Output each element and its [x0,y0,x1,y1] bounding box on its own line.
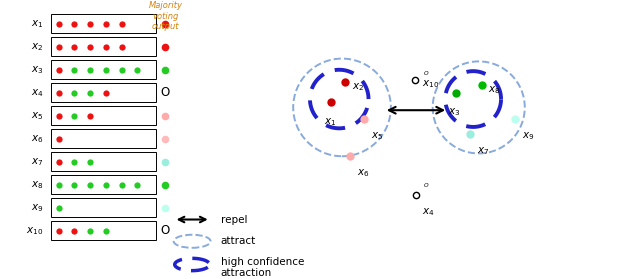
Text: $x_{5}$: $x_{5}$ [31,110,44,122]
Text: $x_{4}$: $x_{4}$ [422,206,434,218]
Text: $x_{9}$: $x_{9}$ [31,202,44,214]
Text: $x_{10}$: $x_{10}$ [422,78,438,90]
Text: O: O [161,86,170,99]
Text: $x_{2}$: $x_{2}$ [352,81,364,93]
Text: $x_{7}$: $x_{7}$ [477,145,490,157]
Text: $x_{1}$: $x_{1}$ [31,18,44,30]
FancyBboxPatch shape [51,129,156,148]
Text: $x_{5}$: $x_{5}$ [371,130,383,141]
FancyBboxPatch shape [51,37,156,56]
Text: $^{O}$: $^{O}$ [423,70,429,79]
Text: $x_{9}$: $x_{9}$ [522,130,534,141]
Text: O: O [161,224,170,237]
FancyBboxPatch shape [51,152,156,171]
Text: $x_{2}$: $x_{2}$ [31,41,44,53]
Text: attract: attract [221,236,256,246]
Text: $x_{6}$: $x_{6}$ [357,167,370,179]
Text: $x_{4}$: $x_{4}$ [31,87,44,99]
FancyBboxPatch shape [51,222,156,240]
Text: $x_{8}$: $x_{8}$ [31,179,44,191]
FancyBboxPatch shape [51,198,156,217]
FancyBboxPatch shape [51,175,156,194]
Text: $x_{10}$: $x_{10}$ [26,225,44,237]
Text: $x_{3}$: $x_{3}$ [448,106,461,118]
FancyBboxPatch shape [51,106,156,125]
Text: repel: repel [221,215,247,225]
Text: $x_{7}$: $x_{7}$ [31,156,44,168]
Text: $x_{6}$: $x_{6}$ [31,133,44,145]
FancyBboxPatch shape [51,14,156,33]
Text: $x_{1}$: $x_{1}$ [324,116,336,128]
Text: $x_{3}$: $x_{3}$ [31,64,44,76]
FancyBboxPatch shape [51,60,156,79]
FancyBboxPatch shape [51,83,156,102]
Text: high confidence
attraction: high confidence attraction [221,257,304,278]
Text: $x_{8}$: $x_{8}$ [488,84,501,95]
Text: Majority
voting
output: Majority voting output [148,1,182,31]
Text: $^{O}$: $^{O}$ [423,183,429,192]
